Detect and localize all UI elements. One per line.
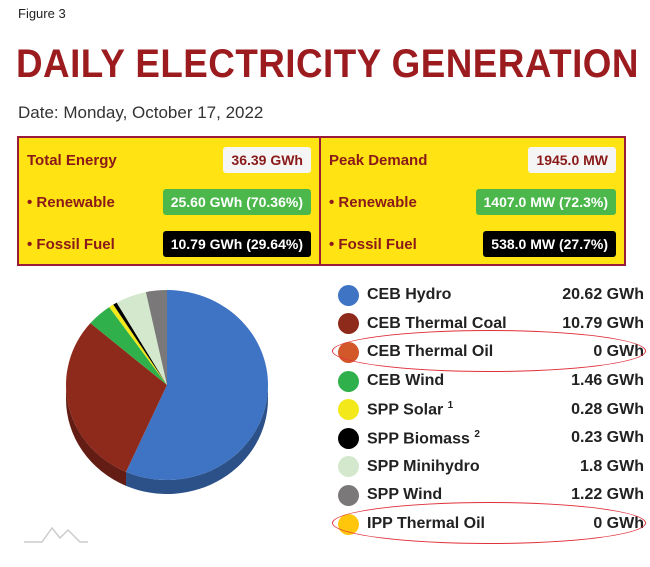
pie-slice <box>116 292 167 385</box>
legend-color-dot <box>338 284 359 306</box>
legend-item: CEB Wind 1.46 GWh <box>338 367 644 396</box>
legend-label: SPP Solar 1 <box>367 400 454 419</box>
renewable-label: • Renewable <box>27 193 115 211</box>
legend-item: SPP Minihydro 1.8 GWh <box>338 453 644 482</box>
legend-value: 0.28 GWh <box>571 400 644 418</box>
peak-demand-label: Peak Demand <box>329 151 428 169</box>
pie-slice <box>65 323 167 472</box>
page-title: DAILY ELECTRICITY GENERATION <box>16 42 639 86</box>
legend-value: 1.46 GWh <box>571 372 644 390</box>
logo-mountain-icon <box>24 526 88 543</box>
pie-slice <box>109 304 167 385</box>
legend-item: SPP Wind 1.22 GWh <box>338 481 644 510</box>
chart-legend: CEB Hydro 20.62 GWh CEB Thermal Coal 10.79 … <box>338 281 644 538</box>
legend-label: SPP Wind <box>367 486 443 504</box>
date-text: Date: Monday, October 17, 2022 <box>18 103 264 122</box>
legend-item: SPP Solar 1 0.28 GWh <box>338 395 644 424</box>
demand-panel: Peak Demand 1945.0 MW • Renewable 1407.0 M… <box>319 136 626 266</box>
legend-value: 20.62 GWh <box>562 286 644 304</box>
legend-item: CEB Thermal Coal 10.79 GWh <box>338 310 644 339</box>
highlight-oval <box>332 330 646 372</box>
legend-value: 1.8 GWh <box>579 457 644 475</box>
pie-slice <box>145 290 167 385</box>
fossil-demand-value: 538.0 MW (27.7%) <box>483 231 616 257</box>
energy-panel: Total Energy 36.39 GWh • Renewable 25.60 G… <box>17 136 321 266</box>
renewable-label: • Renewable <box>329 193 417 211</box>
legend-label: CEB Wind <box>367 372 445 390</box>
pie-slice <box>90 307 167 385</box>
pie-slice <box>113 302 167 385</box>
highlight-oval <box>332 502 646 544</box>
renewable-energy-value: 25.60 GWh (70.36%) <box>162 189 311 215</box>
renewable-demand-value: 1407.0 MW (72.3%) <box>475 189 616 215</box>
pie-slice-side <box>126 385 268 494</box>
legend-item: SPP Biomass 2 0.23 GWh <box>338 424 644 453</box>
legend-color-dot <box>338 427 359 449</box>
legend-value: 10.79 GWh <box>562 314 644 332</box>
peak-demand-value: 1945.0 MW <box>528 147 616 173</box>
fossil-label: • Fossil Fuel <box>329 235 417 253</box>
figure-label: Figure 3 <box>18 6 66 21</box>
legend-item: CEB Hydro 20.62 GWh <box>338 281 644 310</box>
legend-value: 1.22 GWh <box>571 486 644 504</box>
fossil-label: • Fossil Fuel <box>27 235 115 253</box>
legend-color-dot <box>338 313 359 335</box>
legend-value: 0.23 GWh <box>571 429 644 447</box>
fossil-energy-value: 10.79 GWh (29.64%) <box>162 231 311 257</box>
legend-label: SPP Minihydro <box>367 457 480 475</box>
total-energy-label: Total Energy <box>27 151 117 169</box>
pie-slice-side <box>65 385 127 486</box>
legend-color-dot <box>338 484 359 506</box>
total-energy-value: 36.39 GWh <box>223 147 311 173</box>
legend-color-dot <box>338 399 359 421</box>
legend-label: CEB Hydro <box>367 286 452 304</box>
legend-label: SPP Biomass 2 <box>367 428 480 447</box>
legend-color-dot <box>338 370 359 392</box>
pie-chart <box>65 290 269 494</box>
legend-label: CEB Thermal Coal <box>367 314 507 332</box>
pie-slice <box>126 290 269 480</box>
legend-color-dot <box>338 456 359 478</box>
